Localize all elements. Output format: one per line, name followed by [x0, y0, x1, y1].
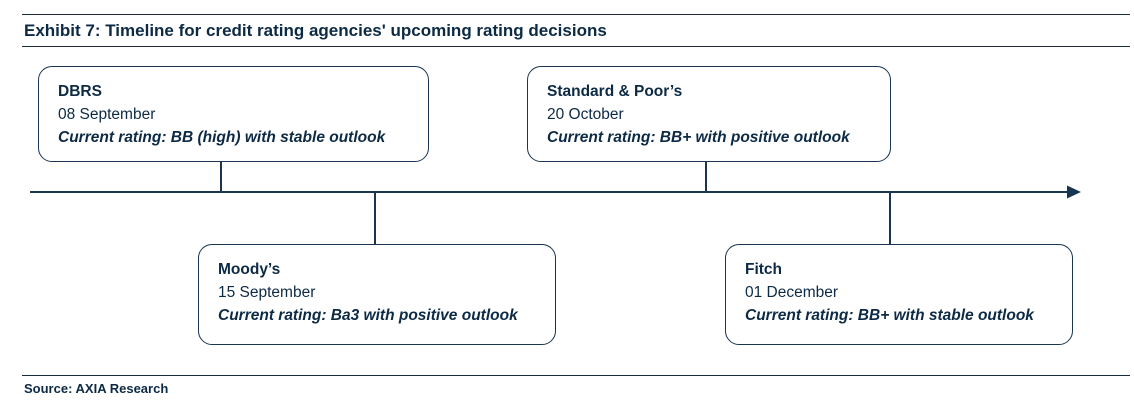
decision-date: 08 September [58, 106, 156, 123]
top-rule [22, 14, 1130, 15]
agency-name: Fitch [745, 261, 783, 278]
current-rating: Current rating: BB (high) with stable ou… [58, 129, 386, 146]
decision-date: 01 December [745, 284, 839, 301]
timeline-arrowhead-icon [1067, 185, 1081, 199]
source-note: Source: AXIA Research [24, 381, 169, 396]
title-underline [22, 46, 1130, 47]
bottom-rule [22, 375, 1130, 376]
decision-date: 15 September [218, 284, 316, 301]
current-rating: Current rating: Ba3 with positive outloo… [218, 307, 518, 324]
event-card-dbrs: DBRS 08 September Current rating: BB (hi… [38, 66, 429, 162]
event-card-standard-and-poors: Standard & Poor’s 20 October Current rat… [527, 66, 891, 162]
agency-name: DBRS [58, 83, 102, 100]
event-card-fitch: Fitch 01 December Current rating: BB+ wi… [725, 244, 1073, 345]
agency-name: Standard & Poor’s [547, 83, 683, 100]
decision-date: 20 October [547, 106, 624, 123]
current-rating: Current rating: BB+ with stable outlook [745, 307, 1034, 324]
event-card-moodys: Moody’s 15 September Current rating: Ba3… [198, 244, 556, 345]
agency-name: Moody’s [218, 261, 281, 278]
exhibit-title: Exhibit 7: Timeline for credit rating ag… [24, 21, 607, 40]
current-rating: Current rating: BB+ with positive outloo… [547, 129, 850, 146]
